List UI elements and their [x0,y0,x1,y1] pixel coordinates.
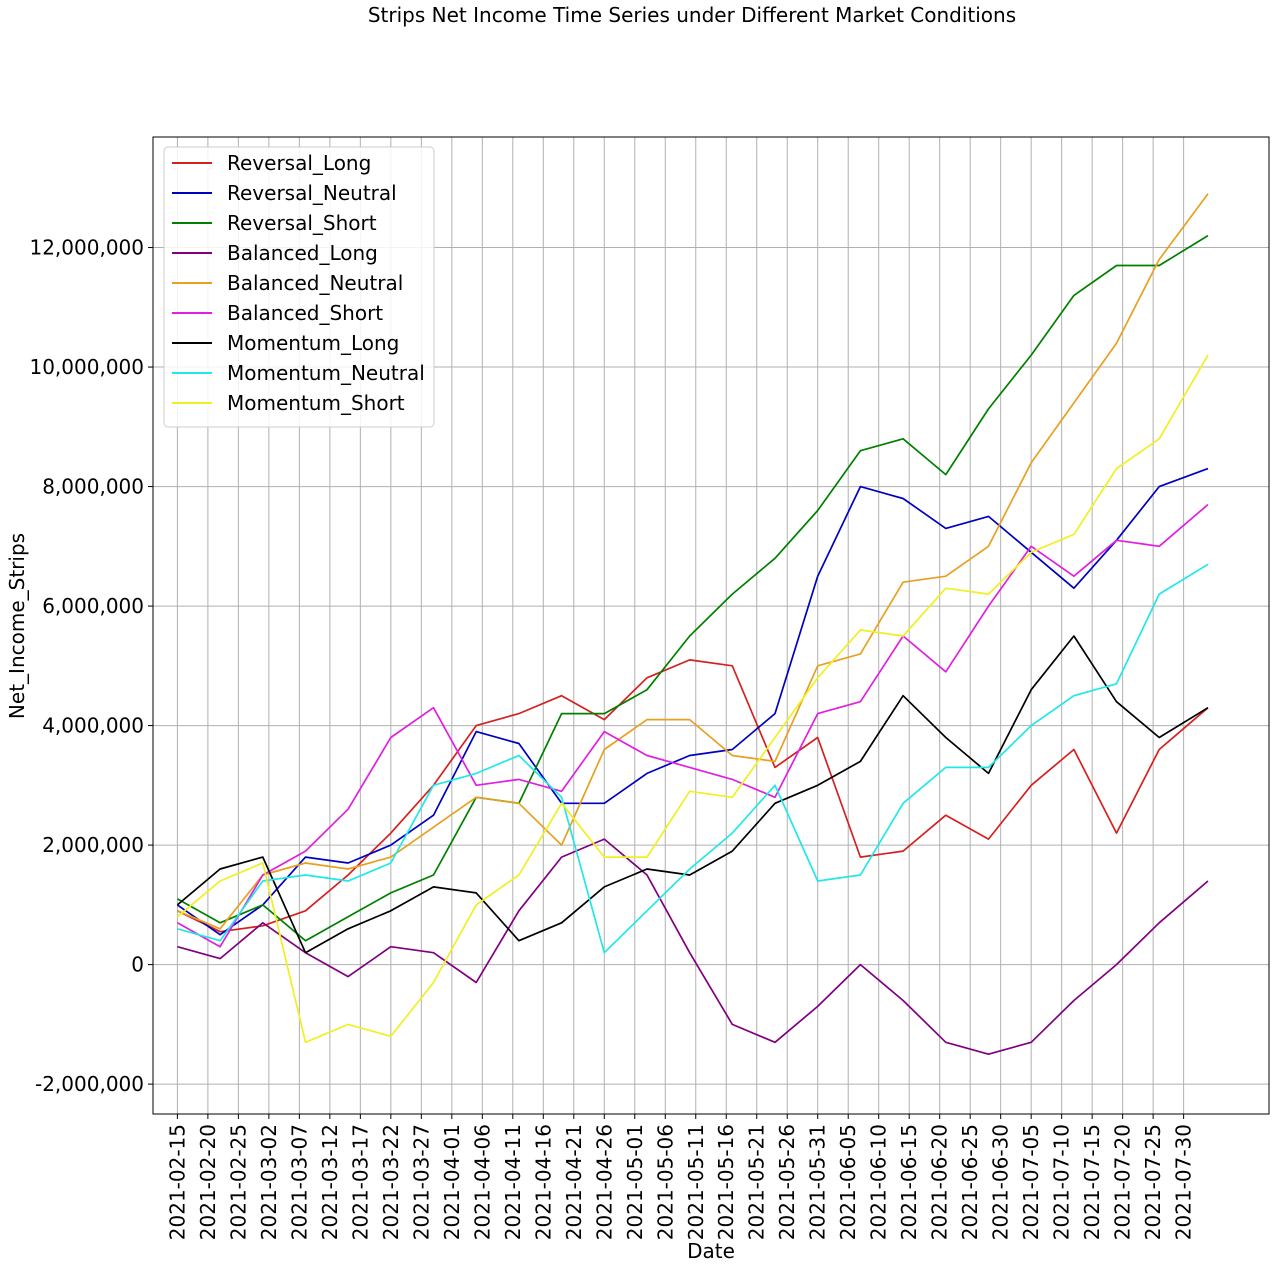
y-tick-label: 10,000,000 [29,355,144,379]
x-tick-label: 2021-06-20 [928,1124,952,1240]
series-line-reversal-short [176,234,1209,942]
series-line-balanced-neutral [177,193,1209,930]
series-lines [176,193,1209,1056]
x-tick-label: 2021-03-07 [287,1124,311,1240]
x-tick-label: 2021-02-25 [226,1124,250,1240]
x-tick-label: 2021-05-01 [623,1124,647,1240]
series-line-momentum-neutral [177,563,1209,954]
plot-area-frame [152,136,1270,1115]
x-tick-label: 2021-07-30 [1172,1124,1196,1240]
x-axis-label: Date [687,1239,735,1263]
series-line-balanced-long [177,838,1209,1056]
legend-label: Balanced_Short [227,301,383,325]
legend-label: Momentum_Neutral [227,361,425,385]
x-tick-label: 2021-03-27 [409,1124,433,1240]
legend-label: Momentum_Short [227,391,405,415]
series-line-balanced-short [176,503,1209,948]
legend-label: Reversal_Neutral [227,181,397,205]
x-tick-label: 2021-04-01 [440,1124,464,1240]
x-tick-label: 2021-04-16 [531,1124,555,1240]
y-tick-label: 12,000,000 [29,236,144,260]
chart-title: Strips Net Income Time Series under Diff… [368,3,1016,27]
x-tick-label: 2021-06-05 [836,1124,860,1240]
x-tick-label: 2021-07-20 [1111,1124,1135,1240]
x-tick-label: 2021-06-30 [989,1124,1013,1240]
legend-label: Momentum_Long [227,331,399,355]
y-tick-label: 2,000,000 [42,833,144,857]
y-axis-label: Net_Income_Strips [5,533,29,719]
x-tick-label: 2021-06-15 [897,1124,921,1240]
x-tick-label: 2021-06-25 [958,1124,982,1240]
x-tick-label: 2021-07-05 [1019,1124,1043,1240]
x-tick-label: 2021-07-15 [1080,1124,1104,1240]
y-tick-label: 0 [131,953,144,977]
y-tick-label: 8,000,000 [42,475,144,499]
x-axis: 2021-02-15 2021-02-20 2021-02-25 2021-03-02… [165,1114,1196,1240]
x-tick-label: 2021-04-06 [470,1124,494,1240]
y-tick-label: 4,000,000 [42,714,144,738]
x-tick-label: 2021-07-25 [1141,1124,1165,1240]
y-tick-label: 6,000,000 [42,594,144,618]
x-tick-label: 2021-05-11 [684,1124,708,1240]
legend-label: Reversal_Long [227,151,371,175]
x-tick-label: 2021-04-21 [562,1124,586,1240]
legend-label: Reversal_Short [227,211,377,235]
series-line-momentum-short [176,354,1209,1044]
x-tick-label: 2021-05-26 [775,1124,799,1240]
x-tick-label: 2021-02-20 [196,1124,220,1240]
x-tick-label: 2021-05-31 [806,1124,830,1240]
legend-label: Balanced_Long [227,241,378,265]
x-tick-label: 2021-03-22 [379,1124,403,1240]
y-tick-label: -2,000,000 [35,1072,144,1096]
x-tick-label: 2021-03-02 [257,1124,281,1240]
legend-frame [163,146,435,428]
x-tick-label: 2021-05-21 [745,1124,769,1240]
x-tick-label: 2021-06-10 [867,1124,891,1240]
x-tick-label: 2021-04-11 [501,1124,525,1240]
legend-label: Balanced_Neutral [227,271,403,295]
y-axis: -2,000,000 0 2,000,000 4,000,000 6,000,000 8,… [29,236,153,1096]
x-tick-label: 2021-02-15 [165,1124,189,1240]
x-tick-label: 2021-05-06 [653,1124,677,1240]
x-tick-label: 2021-03-12 [318,1124,342,1240]
x-tick-label: 2021-05-16 [714,1124,738,1240]
legend: Reversal_Long Reversal_Neutral Reversal_Sh… [163,146,435,428]
x-tick-label: 2021-03-17 [348,1124,372,1240]
series-line-momentum-long [176,635,1209,954]
x-tick-label: 2021-07-10 [1050,1124,1074,1240]
x-tick-label: 2021-04-26 [592,1124,616,1240]
series-line-reversal-long [177,659,1209,933]
